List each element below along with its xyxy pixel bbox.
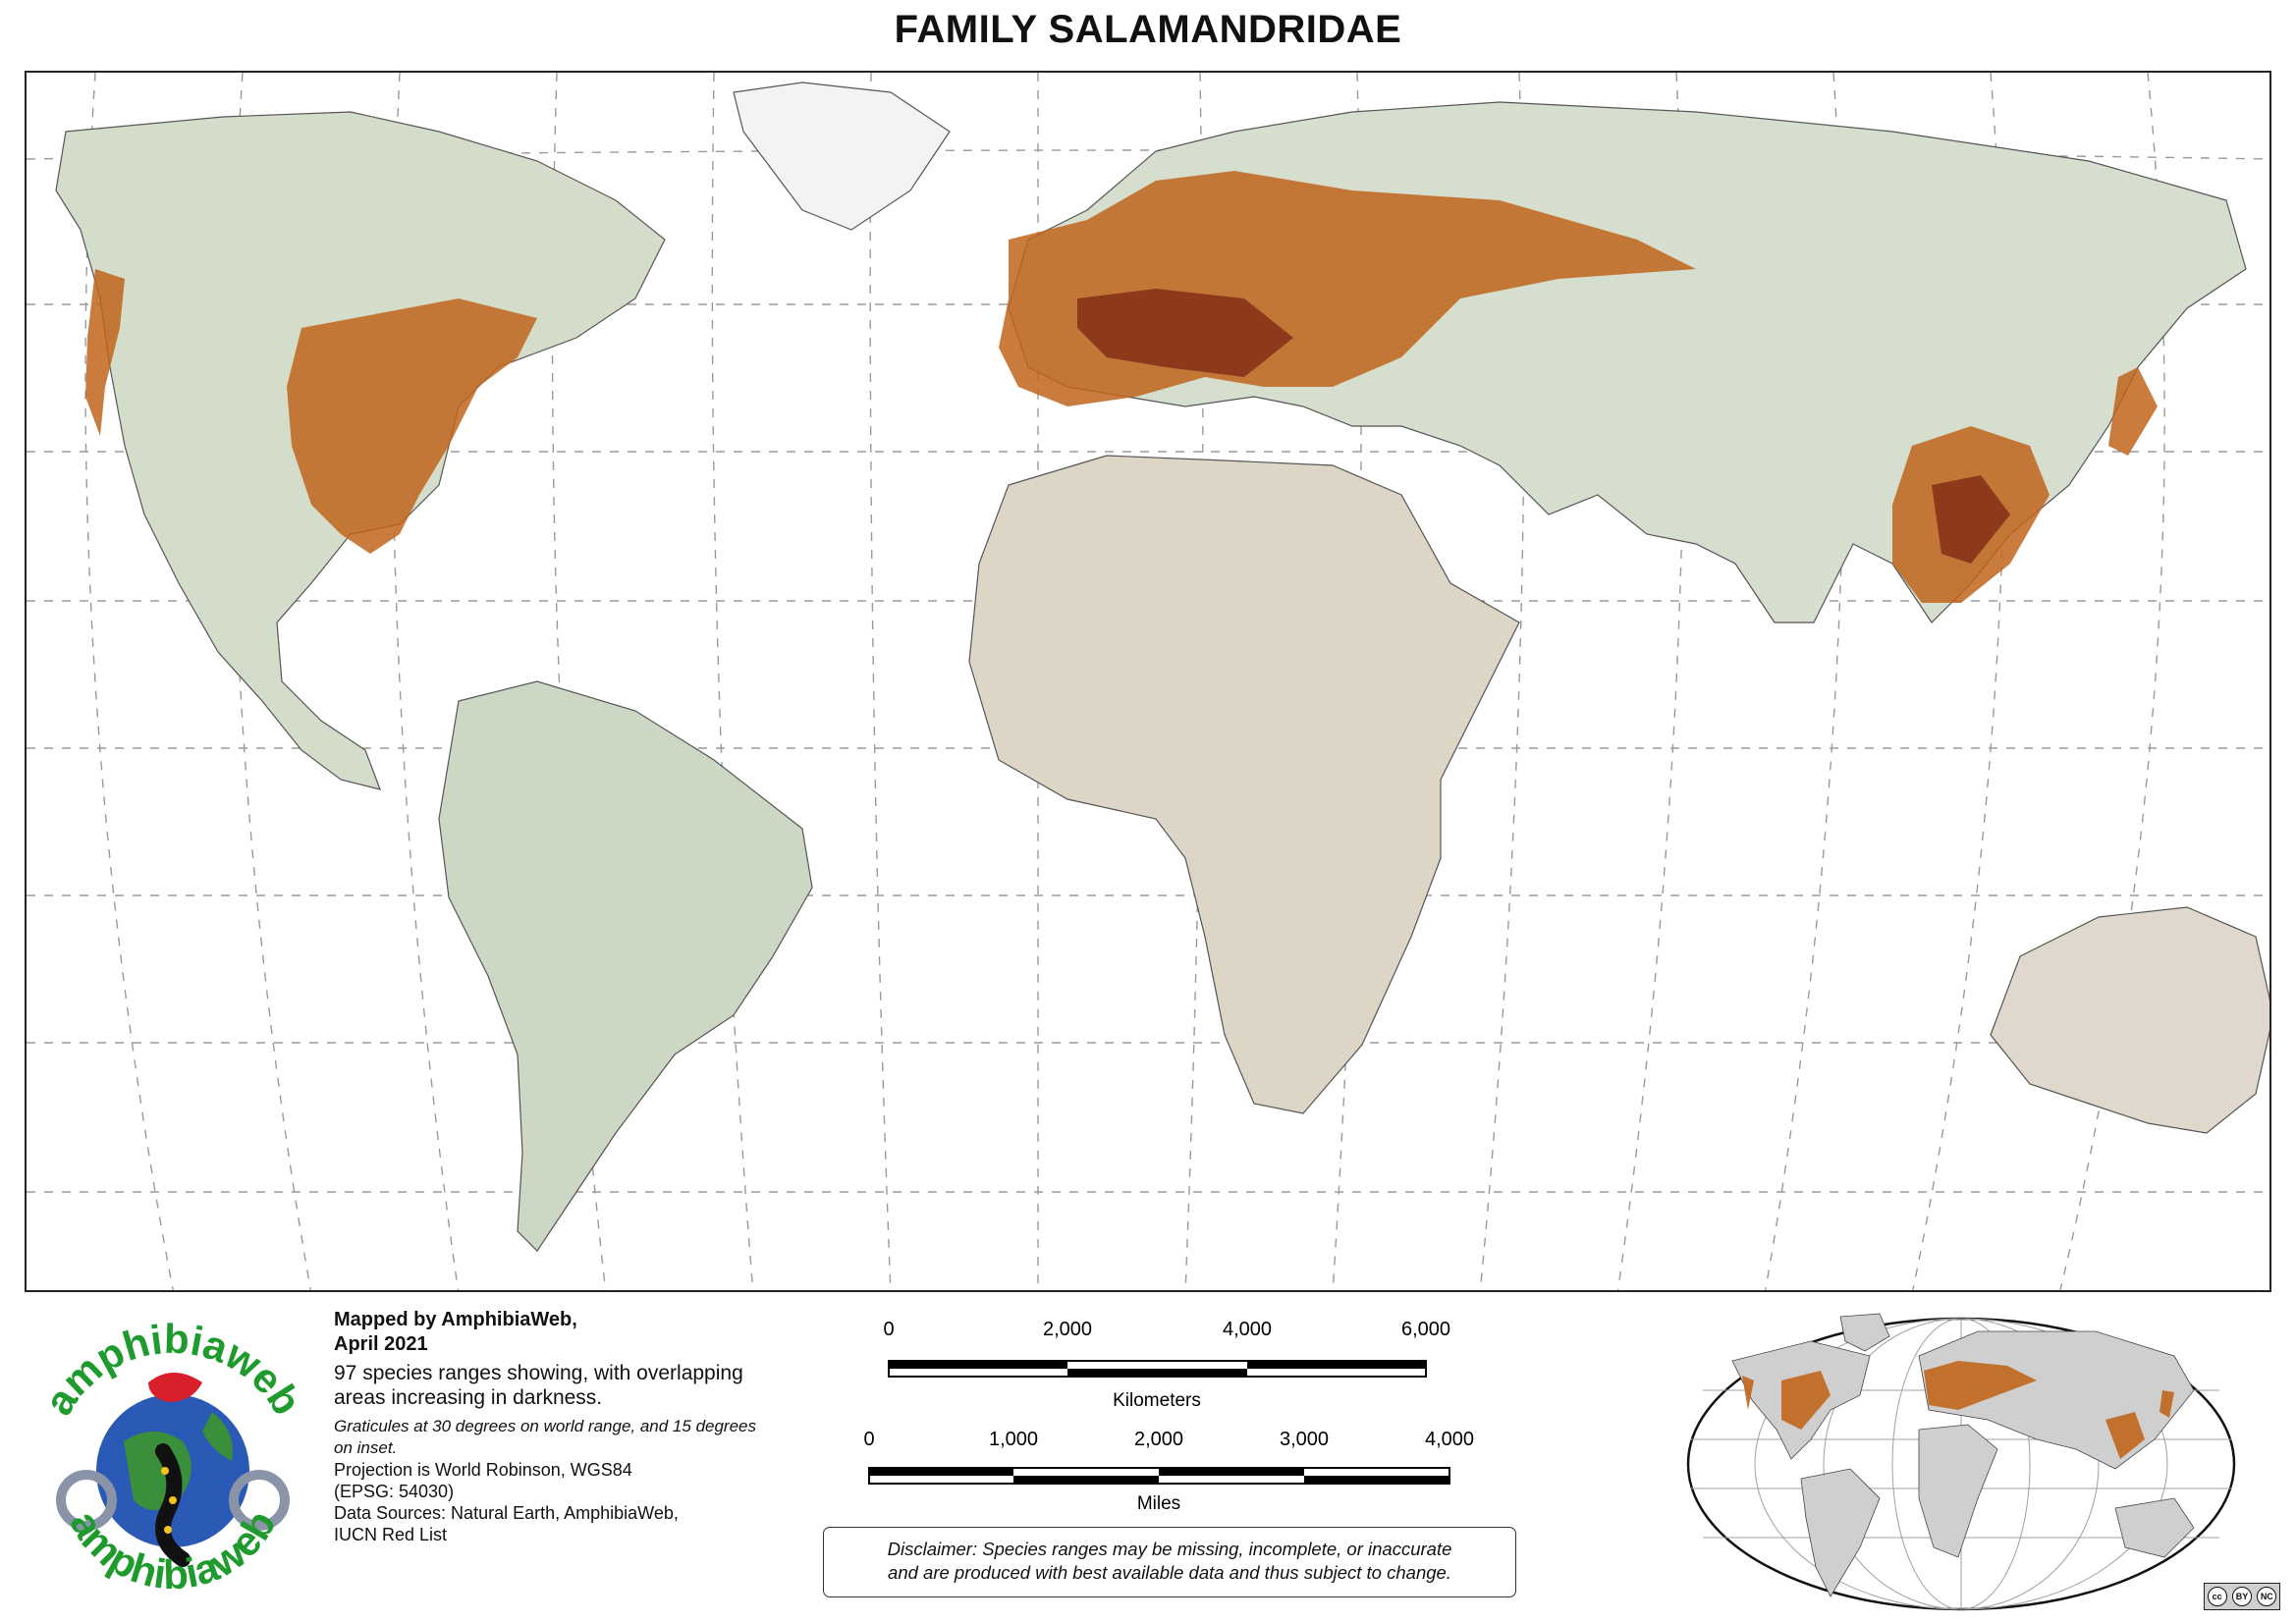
credits-block: Mapped by AmphibiaWeb, April 2021 97 spe… <box>334 1308 766 1545</box>
graticule-note: Graticules at 30 degrees on world range,… <box>334 1417 756 1457</box>
km-scale: 0 2,000 4,000 6,000 Kilometers <box>883 1319 1450 1411</box>
greenland <box>733 81 951 231</box>
km-tick-3: 6,000 <box>1401 1319 1450 1340</box>
sources-line-1: Data Sources: Natural Earth, AmphibiaWeb… <box>334 1503 679 1523</box>
miles-scale: 0 1,000 2,000 3,000 4,000 Miles <box>863 1429 1474 1514</box>
range-overlap-dense <box>1077 289 2010 564</box>
inset-range <box>1742 1361 2174 1459</box>
salamander-icon <box>155 1443 191 1567</box>
scale-bars: 0 2,000 4,000 6,000 Kilometers 0 1,000 2… <box>825 1311 1493 1527</box>
km-tick-1: 2,000 <box>1043 1319 1092 1340</box>
mi-tick-4: 4,000 <box>1425 1429 1474 1450</box>
amphibiaweb-logo: amphibiaweb amphibiaweb <box>16 1304 328 1616</box>
sources-line-2: IUCN Red List <box>334 1525 448 1544</box>
mi-tick-3: 3,000 <box>1280 1429 1329 1450</box>
map-date: April 2021 <box>334 1333 428 1355</box>
mi-tick-1: 1,000 <box>989 1429 1038 1450</box>
africa <box>968 455 1520 1114</box>
by-icon: BY <box>2231 1587 2252 1606</box>
projection-line-2: (EPSG: 54030) <box>334 1482 455 1501</box>
disclaimer-line-1: Disclaimer: Species ranges may be missin… <box>887 1539 1452 1559</box>
world-map <box>25 71 2271 1292</box>
mi-unit: Miles <box>1137 1493 1180 1514</box>
km-tick-0: 0 <box>883 1319 894 1340</box>
projection-line-1: Projection is World Robinson, WGS84 <box>334 1460 632 1480</box>
frog-icon <box>148 1373 202 1402</box>
australia <box>1990 906 2269 1134</box>
disclaimer-line-2: and are produced with best available dat… <box>888 1562 1451 1583</box>
km-tick-2: 4,000 <box>1223 1319 1272 1340</box>
mi-tick-0: 0 <box>863 1429 874 1450</box>
disclaimer-box: Disclaimer: Species ranges may be missin… <box>823 1527 1516 1597</box>
map-title: FAMILY SALAMANDRIDAE <box>894 8 1402 51</box>
inset-world-map <box>1683 1302 2239 1616</box>
mi-tick-2: 2,000 <box>1134 1429 1183 1450</box>
km-unit: Kilometers <box>1113 1390 1201 1411</box>
south-america <box>438 680 813 1252</box>
cc-icon: cc <box>2207 1587 2227 1606</box>
nc-icon: NC <box>2257 1587 2277 1606</box>
species-description: 97 species ranges showing, with overlapp… <box>334 1362 743 1409</box>
creative-commons-by-nc-icon: cc BY NC <box>2204 1583 2280 1610</box>
mapped-by: Mapped by AmphibiaWeb, <box>334 1309 577 1330</box>
